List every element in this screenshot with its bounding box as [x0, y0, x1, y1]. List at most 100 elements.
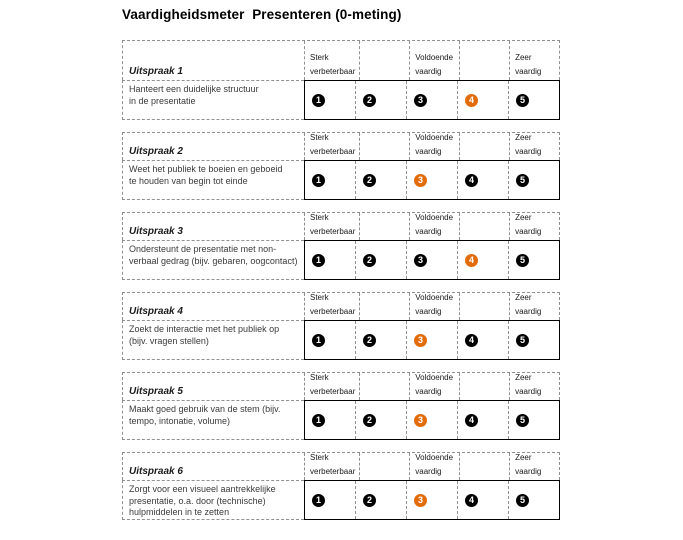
scale-header-cell — [460, 213, 511, 240]
scale-header-text: Voldoende vaardig — [415, 133, 454, 156]
scale-header-cell — [360, 41, 411, 80]
scale-header-cell — [360, 133, 411, 160]
rating-option-4[interactable]: 4 — [465, 253, 478, 267]
statement-text: Zoekt de interactie met het publiek op (… — [122, 320, 304, 360]
uitspraak-label-cell: Uitspraak 4 — [123, 293, 305, 320]
scale-header-cell: Voldoende vaardig — [410, 133, 461, 160]
rating-option-5[interactable]: 5 — [516, 253, 529, 267]
uitspraak-block: Uitspraak 2 Sterk verbeterbaar Voldoende … — [122, 132, 560, 200]
rating-cell: 4 — [458, 481, 509, 519]
rating-option-4[interactable]: 4 — [465, 493, 478, 507]
rating-cell: 5 — [509, 481, 559, 519]
rating-cell: 5 — [509, 321, 559, 359]
scale-header-text: Voldoende vaardig — [415, 373, 454, 396]
uitspraak-label: Uitspraak 5 — [129, 386, 183, 397]
rating-option-3[interactable]: 3 — [414, 253, 427, 267]
rating-option-3[interactable]: 3 — [414, 413, 427, 427]
scale-header-text: Zeer vaardig — [515, 453, 542, 476]
block-header-row: Uitspraak 4 Sterk verbeterbaar Voldoende … — [122, 292, 560, 320]
rating-option-4[interactable]: 4 — [465, 93, 478, 107]
uitspraak-block: Uitspraak 3 Sterk verbeterbaar Voldoende … — [122, 212, 560, 280]
rating-option-4[interactable]: 4 — [465, 333, 478, 347]
block-header-row: Uitspraak 2 Sterk verbeterbaar Voldoende … — [122, 132, 560, 160]
rating-option-2[interactable]: 2 — [363, 173, 376, 187]
scale-header-cell: Voldoende vaardig — [410, 213, 461, 240]
rating-option-2[interactable]: 2 — [363, 333, 376, 347]
rating-option-2[interactable]: 2 — [363, 413, 376, 427]
scale-header-cell: Sterk verbeterbaar — [305, 453, 361, 480]
rating-cell: 4 — [458, 321, 509, 359]
rating-option-5[interactable]: 5 — [516, 333, 529, 347]
block-header-row: Uitspraak 1 Sterk verbeterbaar Voldoende … — [122, 40, 560, 80]
rating-cell: 3 — [407, 161, 458, 199]
rating-scale: 1 2 3 4 5 — [304, 80, 560, 120]
scale-header-text: Sterk verbeterbaar — [310, 133, 356, 156]
scale-header-cell — [460, 293, 511, 320]
rating-cell: 1 — [305, 481, 356, 519]
block-header-row: Uitspraak 3 Sterk verbeterbaar Voldoende … — [122, 212, 560, 240]
scale-header-text: Zeer vaardig — [515, 373, 542, 396]
rating-option-3[interactable]: 3 — [414, 93, 427, 107]
rating-cell: 2 — [356, 401, 407, 439]
rating-cell: 1 — [305, 321, 356, 359]
rating-scale: 1 2 3 4 5 — [304, 480, 560, 520]
rating-cell: 1 — [305, 401, 356, 439]
scale-header-text: Voldoende vaardig — [415, 293, 454, 316]
scale-header-cell — [360, 453, 411, 480]
rating-option-4[interactable]: 4 — [465, 173, 478, 187]
uitspraak-label: Uitspraak 4 — [129, 306, 183, 317]
scale-header-cell: Sterk verbeterbaar — [305, 373, 361, 400]
uitspraak-block: Uitspraak 6 Sterk verbeterbaar Voldoende … — [122, 452, 560, 520]
rating-option-1[interactable]: 1 — [312, 493, 325, 507]
scale-header-cell — [460, 133, 511, 160]
scale-header-text: Voldoende vaardig — [415, 213, 454, 236]
scale-header-cell: Voldoende vaardig — [410, 293, 461, 320]
rating-cell: 4 — [458, 161, 509, 199]
rating-option-1[interactable]: 1 — [312, 253, 325, 267]
scale-header-text: Zeer vaardig — [515, 53, 542, 76]
rating-option-4[interactable]: 4 — [465, 413, 478, 427]
uitspraak-block: Uitspraak 4 Sterk verbeterbaar Voldoende … — [122, 292, 560, 360]
rating-option-2[interactable]: 2 — [363, 93, 376, 107]
scale-header-text: Voldoende vaardig — [415, 453, 454, 476]
scale-header-cell: Zeer vaardig — [510, 293, 559, 320]
rating-scale: 1 2 3 4 5 — [304, 400, 560, 440]
rating-cell: 2 — [356, 481, 407, 519]
uitspraak-label-cell: Uitspraak 6 — [123, 453, 305, 480]
rating-cell: 1 — [305, 161, 356, 199]
rating-cell: 5 — [509, 81, 559, 119]
rating-cell: 5 — [509, 241, 559, 279]
scale-header-text: Sterk verbeterbaar — [310, 53, 356, 76]
rating-option-2[interactable]: 2 — [363, 253, 376, 267]
rating-option-2[interactable]: 2 — [363, 493, 376, 507]
scale-header-cell: Voldoende vaardig — [410, 41, 461, 80]
scale-header-cell — [460, 373, 511, 400]
uitspraak-label-cell: Uitspraak 2 — [123, 133, 305, 160]
rating-option-1[interactable]: 1 — [312, 333, 325, 347]
rating-option-1[interactable]: 1 — [312, 173, 325, 187]
rating-option-1[interactable]: 1 — [312, 93, 325, 107]
statement-text: Maakt goed gebruik van de stem (bijv. te… — [122, 400, 304, 440]
rating-option-3[interactable]: 3 — [414, 493, 427, 507]
rating-option-5[interactable]: 5 — [516, 173, 529, 187]
rating-cell: 1 — [305, 241, 356, 279]
scale-header-cell: Zeer vaardig — [510, 133, 559, 160]
scale-header-cell — [360, 293, 411, 320]
uitspraak-label-cell: Uitspraak 1 — [123, 41, 305, 80]
rating-cell: 1 — [305, 81, 356, 119]
page-title: Vaardigheidsmeter Presenteren (0-meting) — [122, 7, 402, 22]
uitspraak-label: Uitspraak 6 — [129, 466, 183, 477]
rating-option-5[interactable]: 5 — [516, 493, 529, 507]
rating-option-5[interactable]: 5 — [516, 413, 529, 427]
rating-cell: 2 — [356, 321, 407, 359]
uitspraak-block: Uitspraak 1 Sterk verbeterbaar Voldoende … — [122, 40, 560, 120]
scale-header-cell: Zeer vaardig — [510, 373, 559, 400]
rating-option-3[interactable]: 3 — [414, 333, 427, 347]
rating-option-3[interactable]: 3 — [414, 173, 427, 187]
rating-option-5[interactable]: 5 — [516, 93, 529, 107]
scale-header-text: Zeer vaardig — [515, 213, 542, 236]
scale-header-cell — [360, 373, 411, 400]
scale-header-cell — [460, 41, 511, 80]
rating-scale: 1 2 3 4 5 — [304, 240, 560, 280]
rating-option-1[interactable]: 1 — [312, 413, 325, 427]
